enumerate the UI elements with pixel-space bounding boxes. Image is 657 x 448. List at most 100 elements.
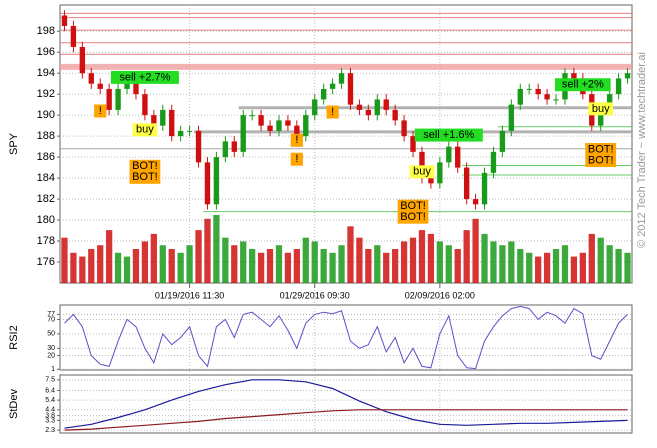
candle-body — [624, 73, 631, 79]
volume-bar — [400, 241, 408, 283]
y-tick-label: 184 — [37, 172, 55, 184]
volume-bar — [168, 249, 175, 283]
y-tick-label: 182 — [37, 193, 55, 205]
y-axis-label: RSI2 — [8, 325, 20, 349]
volume-bar — [535, 256, 542, 283]
y-tick-label: 3.8 — [45, 412, 55, 419]
volume-bar — [508, 241, 515, 283]
volume-bar — [222, 237, 229, 283]
annotation-box — [409, 165, 435, 179]
volume-bar — [579, 252, 586, 283]
x-tick-label: 02/09/2016 02:00 — [405, 290, 475, 300]
volume-bar — [499, 245, 506, 283]
annotation-text: BOT! — [400, 211, 426, 223]
y-tick-label: 190 — [37, 109, 55, 121]
volume-bar — [275, 245, 283, 283]
y-tick-label: 194 — [37, 67, 55, 79]
annotation-box — [94, 104, 107, 118]
volume-bar — [132, 249, 140, 283]
annotation-text: sell +2% — [562, 79, 604, 91]
candle-body — [606, 94, 613, 110]
volume-bar — [418, 230, 426, 283]
y-tick-label: 5.4 — [45, 397, 55, 404]
candle-body — [535, 88, 541, 95]
volume-bar — [543, 252, 551, 283]
volume-bar — [88, 249, 95, 283]
volume-bar — [463, 230, 470, 283]
candle-body — [276, 120, 282, 131]
y-tick-label: 192 — [37, 88, 55, 100]
candle-body — [115, 88, 121, 110]
candle-body — [169, 109, 175, 137]
y-tick-label: 188 — [37, 130, 55, 142]
volume-bar — [204, 218, 211, 283]
candle-body — [240, 115, 246, 152]
panel-frame — [59, 4, 633, 284]
y-tick-label: 180 — [37, 214, 55, 226]
annotation-box — [397, 199, 429, 224]
volume-bar — [374, 245, 381, 283]
candle-body — [285, 120, 291, 126]
candle-body — [79, 46, 86, 74]
stdev-line — [64, 409, 628, 431]
candle-body — [481, 172, 488, 205]
volume-bar — [266, 249, 274, 283]
candle-body — [472, 199, 479, 205]
volume-bar — [392, 249, 399, 283]
candle-body — [365, 109, 372, 116]
volume-bar — [365, 249, 372, 283]
y-tick-label: 1 — [51, 366, 55, 373]
volume-bar — [454, 249, 461, 283]
candle-body — [553, 99, 559, 101]
candle-body — [517, 88, 523, 105]
volume-bar — [472, 218, 479, 283]
y-tick-label: 198 — [37, 25, 55, 37]
annotation-box — [290, 133, 303, 147]
y-tick-label: 178 — [37, 235, 55, 247]
annotation-text: ! — [295, 134, 298, 146]
volume-bar — [588, 233, 595, 283]
volume-bar — [195, 230, 202, 283]
volume-bar — [311, 241, 318, 283]
candle-body — [374, 99, 380, 116]
candle-body — [267, 125, 273, 131]
volume-bar — [97, 245, 104, 283]
volume-bar — [213, 215, 220, 283]
volume-bar — [481, 233, 488, 283]
y-tick-label: 2.3 — [45, 427, 55, 434]
volume-bar — [61, 237, 68, 283]
volume-bar — [517, 249, 524, 283]
annotation-text: buy — [592, 103, 610, 115]
candle-body — [204, 162, 211, 205]
volume-bar — [338, 245, 345, 283]
candle-body — [419, 151, 425, 179]
candle-body — [312, 99, 318, 116]
annotation-box — [326, 105, 339, 119]
candle-body — [347, 73, 354, 105]
volume-bar — [320, 249, 327, 283]
volume-bar — [347, 226, 354, 283]
volume-bar — [329, 252, 336, 283]
volume-bar — [606, 245, 613, 283]
candle-body — [598, 109, 604, 126]
volume-bar — [445, 245, 452, 283]
candle-body — [195, 130, 202, 163]
annotation-box — [585, 143, 617, 168]
candle-body — [499, 130, 506, 152]
candle-body — [160, 109, 166, 126]
volume-bar — [409, 237, 417, 283]
annotation-box — [414, 128, 483, 142]
watermark: © 2012 Tech Trader ~ www.techtrader.ai — [636, 52, 648, 248]
y-tick-label: 7.5 — [45, 377, 55, 384]
panel-frame — [59, 374, 633, 434]
volume-bar — [177, 252, 184, 283]
candle-body — [508, 104, 515, 131]
volume-bar — [436, 241, 443, 283]
annotation-box — [129, 159, 161, 184]
annotation-box — [555, 78, 611, 92]
candle-body — [186, 130, 193, 132]
panel-frame — [59, 304, 633, 371]
candle-body — [213, 157, 220, 205]
candle-body — [231, 141, 237, 152]
